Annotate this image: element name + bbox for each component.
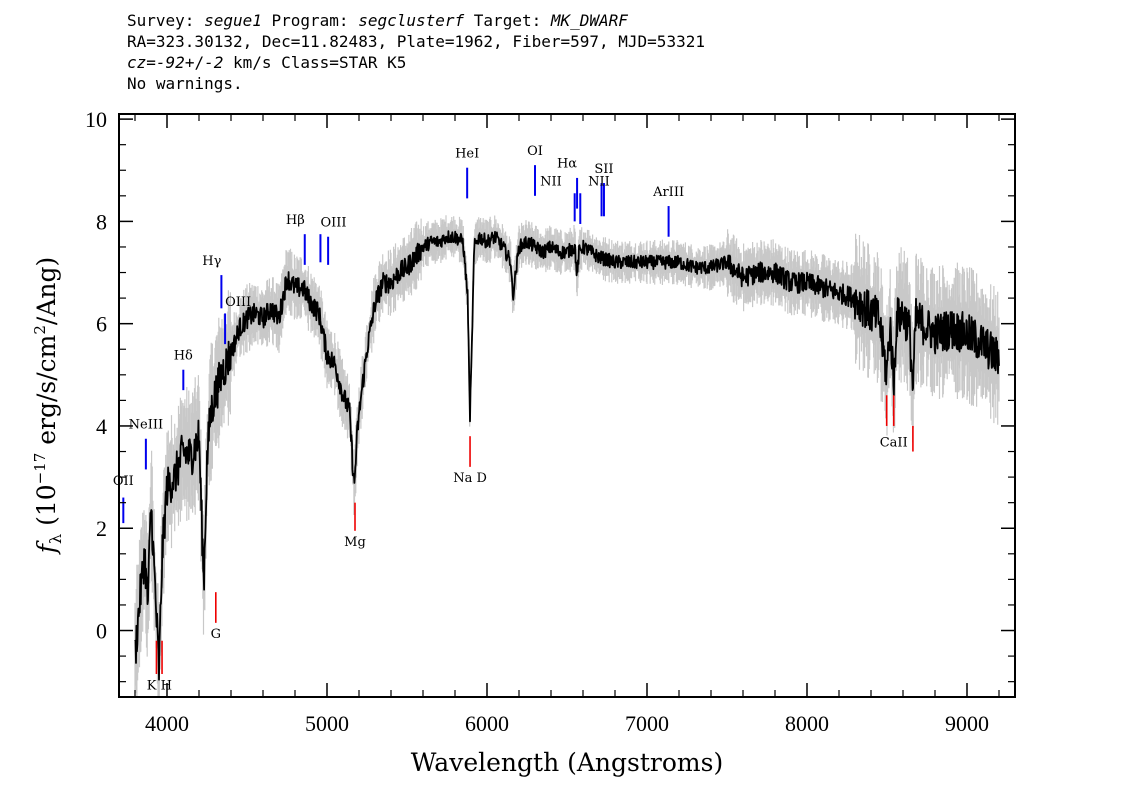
line-label-oii: OII	[113, 474, 134, 489]
axis-ticks: 4000 5000 6000 7000 8000 9000 0 2 4 6 8 10	[85, 107, 1015, 736]
y-tick-label: 0	[96, 619, 107, 644]
line-label-nii: NII	[588, 175, 610, 190]
y-tick-label: 4	[96, 414, 107, 439]
x-tick-label: 9000	[945, 711, 989, 736]
line-label-hei: HeI	[455, 146, 479, 161]
line-label-hd: Hδ	[174, 348, 193, 363]
line-label-nii: NII	[540, 175, 562, 190]
y-tick-label: 2	[96, 516, 107, 541]
plot-frame	[118, 113, 1016, 698]
x-tick-label: 7000	[625, 711, 669, 736]
y-axis-title: fλ (10−17 erg/s/cm2/Ang)	[31, 257, 65, 556]
header-survey-line: Survey: segue1 Program: segclusterf Targ…	[127, 11, 628, 30]
flux-series	[134, 230, 1000, 681]
line-label-sii: SII	[594, 162, 613, 177]
line-label-kh: K H	[147, 678, 172, 693]
line-label-nad: Na D	[453, 471, 487, 486]
x-axis-title: Wavelength (Angstroms)	[411, 748, 723, 777]
line-label-neiii: NeIII	[129, 418, 163, 433]
error-band	[134, 215, 1000, 697]
line-label-oiii: OIII	[320, 216, 346, 231]
x-tick-label: 4000	[145, 711, 189, 736]
line-label-hg: Hγ	[202, 254, 221, 269]
error-envelope	[134, 215, 1000, 697]
flux-line	[134, 230, 1000, 681]
y-tick-label: 10	[85, 107, 107, 132]
x-tick-label: 6000	[465, 711, 509, 736]
y-tick-label: 8	[96, 209, 107, 234]
spectrum-header: Survey: segue1 Program: segclusterf Targ…	[127, 10, 705, 94]
line-label-ha: Hα	[557, 157, 577, 172]
line-label-oi: OI	[527, 144, 543, 159]
line-label-mg: Mg	[344, 535, 366, 550]
header-redshift-class-line: cz=-92+/-2 km/s Class=STAR K5	[127, 53, 407, 72]
x-tick-label: 8000	[785, 711, 829, 736]
line-label-ariii: ArIII	[652, 185, 684, 200]
x-tick-label: 5000	[305, 711, 349, 736]
header-coordinates-line: RA=323.30132, Dec=11.82483, Plate=1962, …	[127, 32, 705, 51]
line-label-oiii: OIII	[225, 295, 251, 310]
line-label-g: G	[211, 627, 221, 642]
y-tick-label: 6	[96, 312, 107, 337]
line-label-hb: Hβ	[286, 213, 305, 228]
header-warnings-line: No warnings.	[127, 74, 243, 93]
line-label-caii: CaII	[880, 435, 908, 450]
